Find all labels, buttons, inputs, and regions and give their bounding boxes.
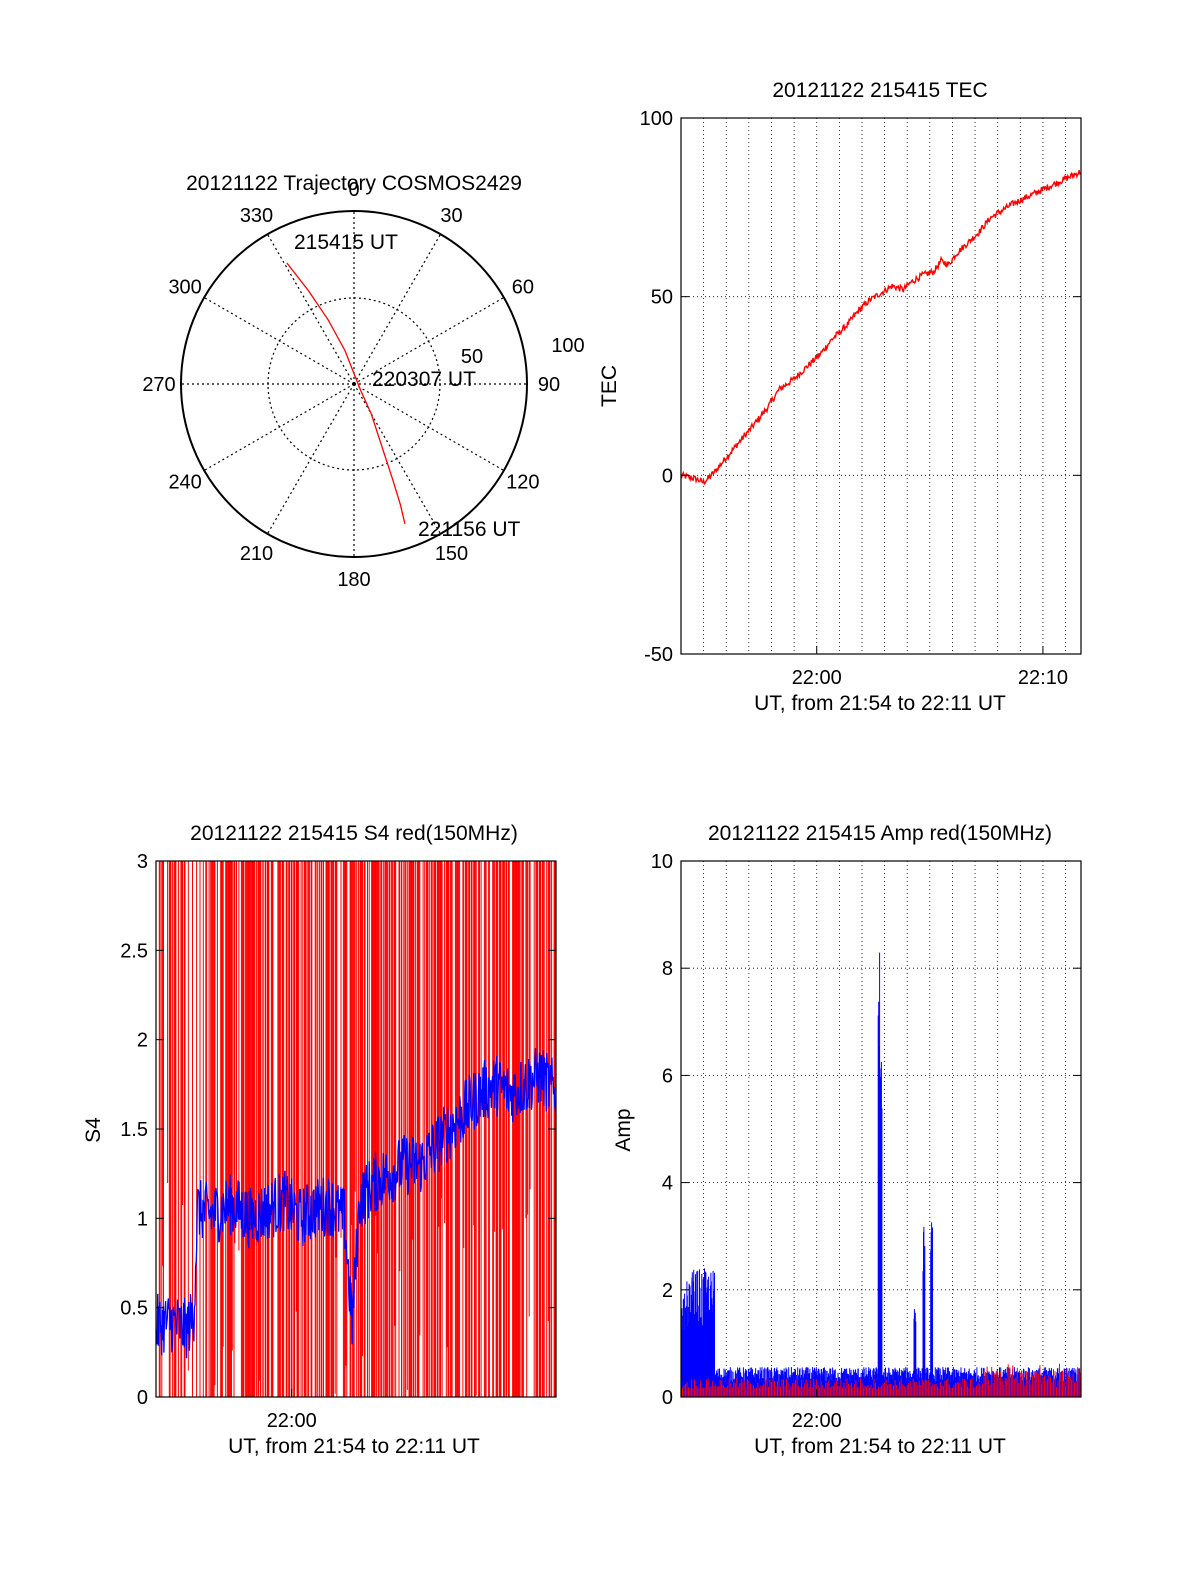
tec-ticks: -50 0 50 100 22:00 22:10 (640, 108, 1081, 689)
amp-plot-frame (680, 860, 1082, 1398)
s4-ytick-label: 3 (137, 851, 148, 873)
amp-red-series (680, 1363, 1082, 1397)
tec-xtick-label: 22:10 (1018, 667, 1068, 689)
polar-spoke (203, 383, 355, 472)
tec-xlabel: UT, from 21:54 to 22:11 UT (754, 692, 1006, 715)
polar-azimuth-label: 90 (538, 374, 560, 396)
polar-azimuth-label: 0 (348, 179, 359, 201)
polar-spoke (266, 233, 355, 385)
s4-xlabel: UT, from 21:54 to 22:11 UT (228, 1435, 480, 1458)
s4-red-series (155, 861, 557, 1397)
polar-outer-circle (180, 210, 528, 558)
tec-ytick-label: 100 (640, 108, 673, 130)
polar-radial-label: 50 (461, 346, 483, 368)
tec-ytick-label: 50 (651, 287, 673, 309)
polar-end-annotation: 221156 UT (418, 518, 521, 541)
polar-title: 20121122 Trajectory COSMOS2429 (186, 172, 522, 195)
amp-ytick-label: 10 (651, 851, 673, 873)
amp-ytick-label: 0 (662, 1387, 673, 1409)
s4-ytick-label: 2.5 (120, 940, 148, 962)
polar-azimuth-label: 330 (240, 205, 273, 227)
polar-azimuth-label: 270 (142, 374, 175, 396)
s4-title: 20121122 215415 S4 red(150MHz) (190, 822, 518, 845)
s4-ytick-label: 1.5 (120, 1119, 148, 1141)
tec-ytick-label: -50 (644, 644, 673, 666)
amp-ylabel: Amp (612, 1108, 635, 1151)
s4-ylabel: S4 (82, 1117, 105, 1143)
polar-azimuth-label: 150 (435, 543, 468, 565)
tec-ylabel: TEC (598, 365, 621, 407)
polar-azimuth-label: 60 (512, 277, 534, 299)
polar-spoke (203, 296, 355, 385)
polar-spoke (266, 383, 355, 535)
s4-xtick-label: 22:00 (267, 1410, 317, 1432)
polar-azimuth-label: 180 (337, 569, 370, 591)
s4-panel: 20121122 215415 S4 red(150MHz) 0 0.5 1 1.5 2… (82, 822, 557, 1458)
tec-series (680, 170, 1081, 486)
s4-ytick-label: 0.5 (120, 1298, 148, 1320)
s4-ytick-label: 0 (137, 1387, 148, 1409)
amp-xtick-label: 22:00 (792, 1410, 842, 1432)
polar-spokes (181, 211, 527, 557)
amp-blue-series (680, 952, 1082, 1397)
amp-panel: 20121122 215415 Amp red(150MHz) 0 2 4 6 8 10 2… (612, 822, 1082, 1458)
polar-azimuth-labels: 0 30 60 90 120 150 180 210 240 270 300 330 (142, 179, 560, 591)
polar-panel: 20121122 Trajectory COSMOS2429 0 30 60 90 12… (142, 172, 584, 591)
polar-radial-label: 100 (551, 335, 584, 357)
s4-ticks: 0 0.5 1 1.5 2 2.5 3 22:00 (120, 851, 556, 1432)
tec-ytick-label: 0 (662, 465, 673, 487)
amp-ytick-label: 6 (662, 1065, 673, 1087)
s4-ytick-label: 2 (137, 1030, 148, 1052)
polar-spoke (353, 233, 442, 385)
amp-ticks: 0 2 4 6 8 10 22:00 (651, 851, 1081, 1432)
polar-spoke (353, 296, 505, 385)
s4-ytick-label: 1 (137, 1208, 148, 1230)
tec-plot-frame (680, 117, 1082, 655)
polar-start-annotation: 215415 UT (294, 231, 398, 254)
polar-mid-annotation: 220307 UT (372, 368, 476, 391)
polar-spoke (353, 383, 505, 472)
polar-spoke (353, 383, 442, 535)
tec-title: 20121122 215415 TEC (772, 79, 987, 102)
amp-ytick-label: 8 (662, 958, 673, 980)
polar-trajectory (286, 262, 406, 524)
polar-azimuth-label: 240 (168, 472, 201, 494)
amp-ytick-label: 4 (662, 1173, 673, 1195)
amp-ytick-label: 2 (662, 1280, 673, 1302)
polar-azimuth-label: 120 (506, 472, 539, 494)
polar-azimuth-label: 210 (240, 543, 273, 565)
tec-xtick-label: 22:00 (792, 667, 842, 689)
polar-azimuth-label: 300 (168, 277, 201, 299)
amp-xlabel: UT, from 21:54 to 22:11 UT (754, 1435, 1006, 1458)
tec-grid (681, 117, 1081, 655)
s4-blue-series (155, 1048, 557, 1359)
polar-azimuth-label: 30 (440, 205, 462, 227)
amp-title: 20121122 215415 Amp red(150MHz) (708, 822, 1052, 845)
